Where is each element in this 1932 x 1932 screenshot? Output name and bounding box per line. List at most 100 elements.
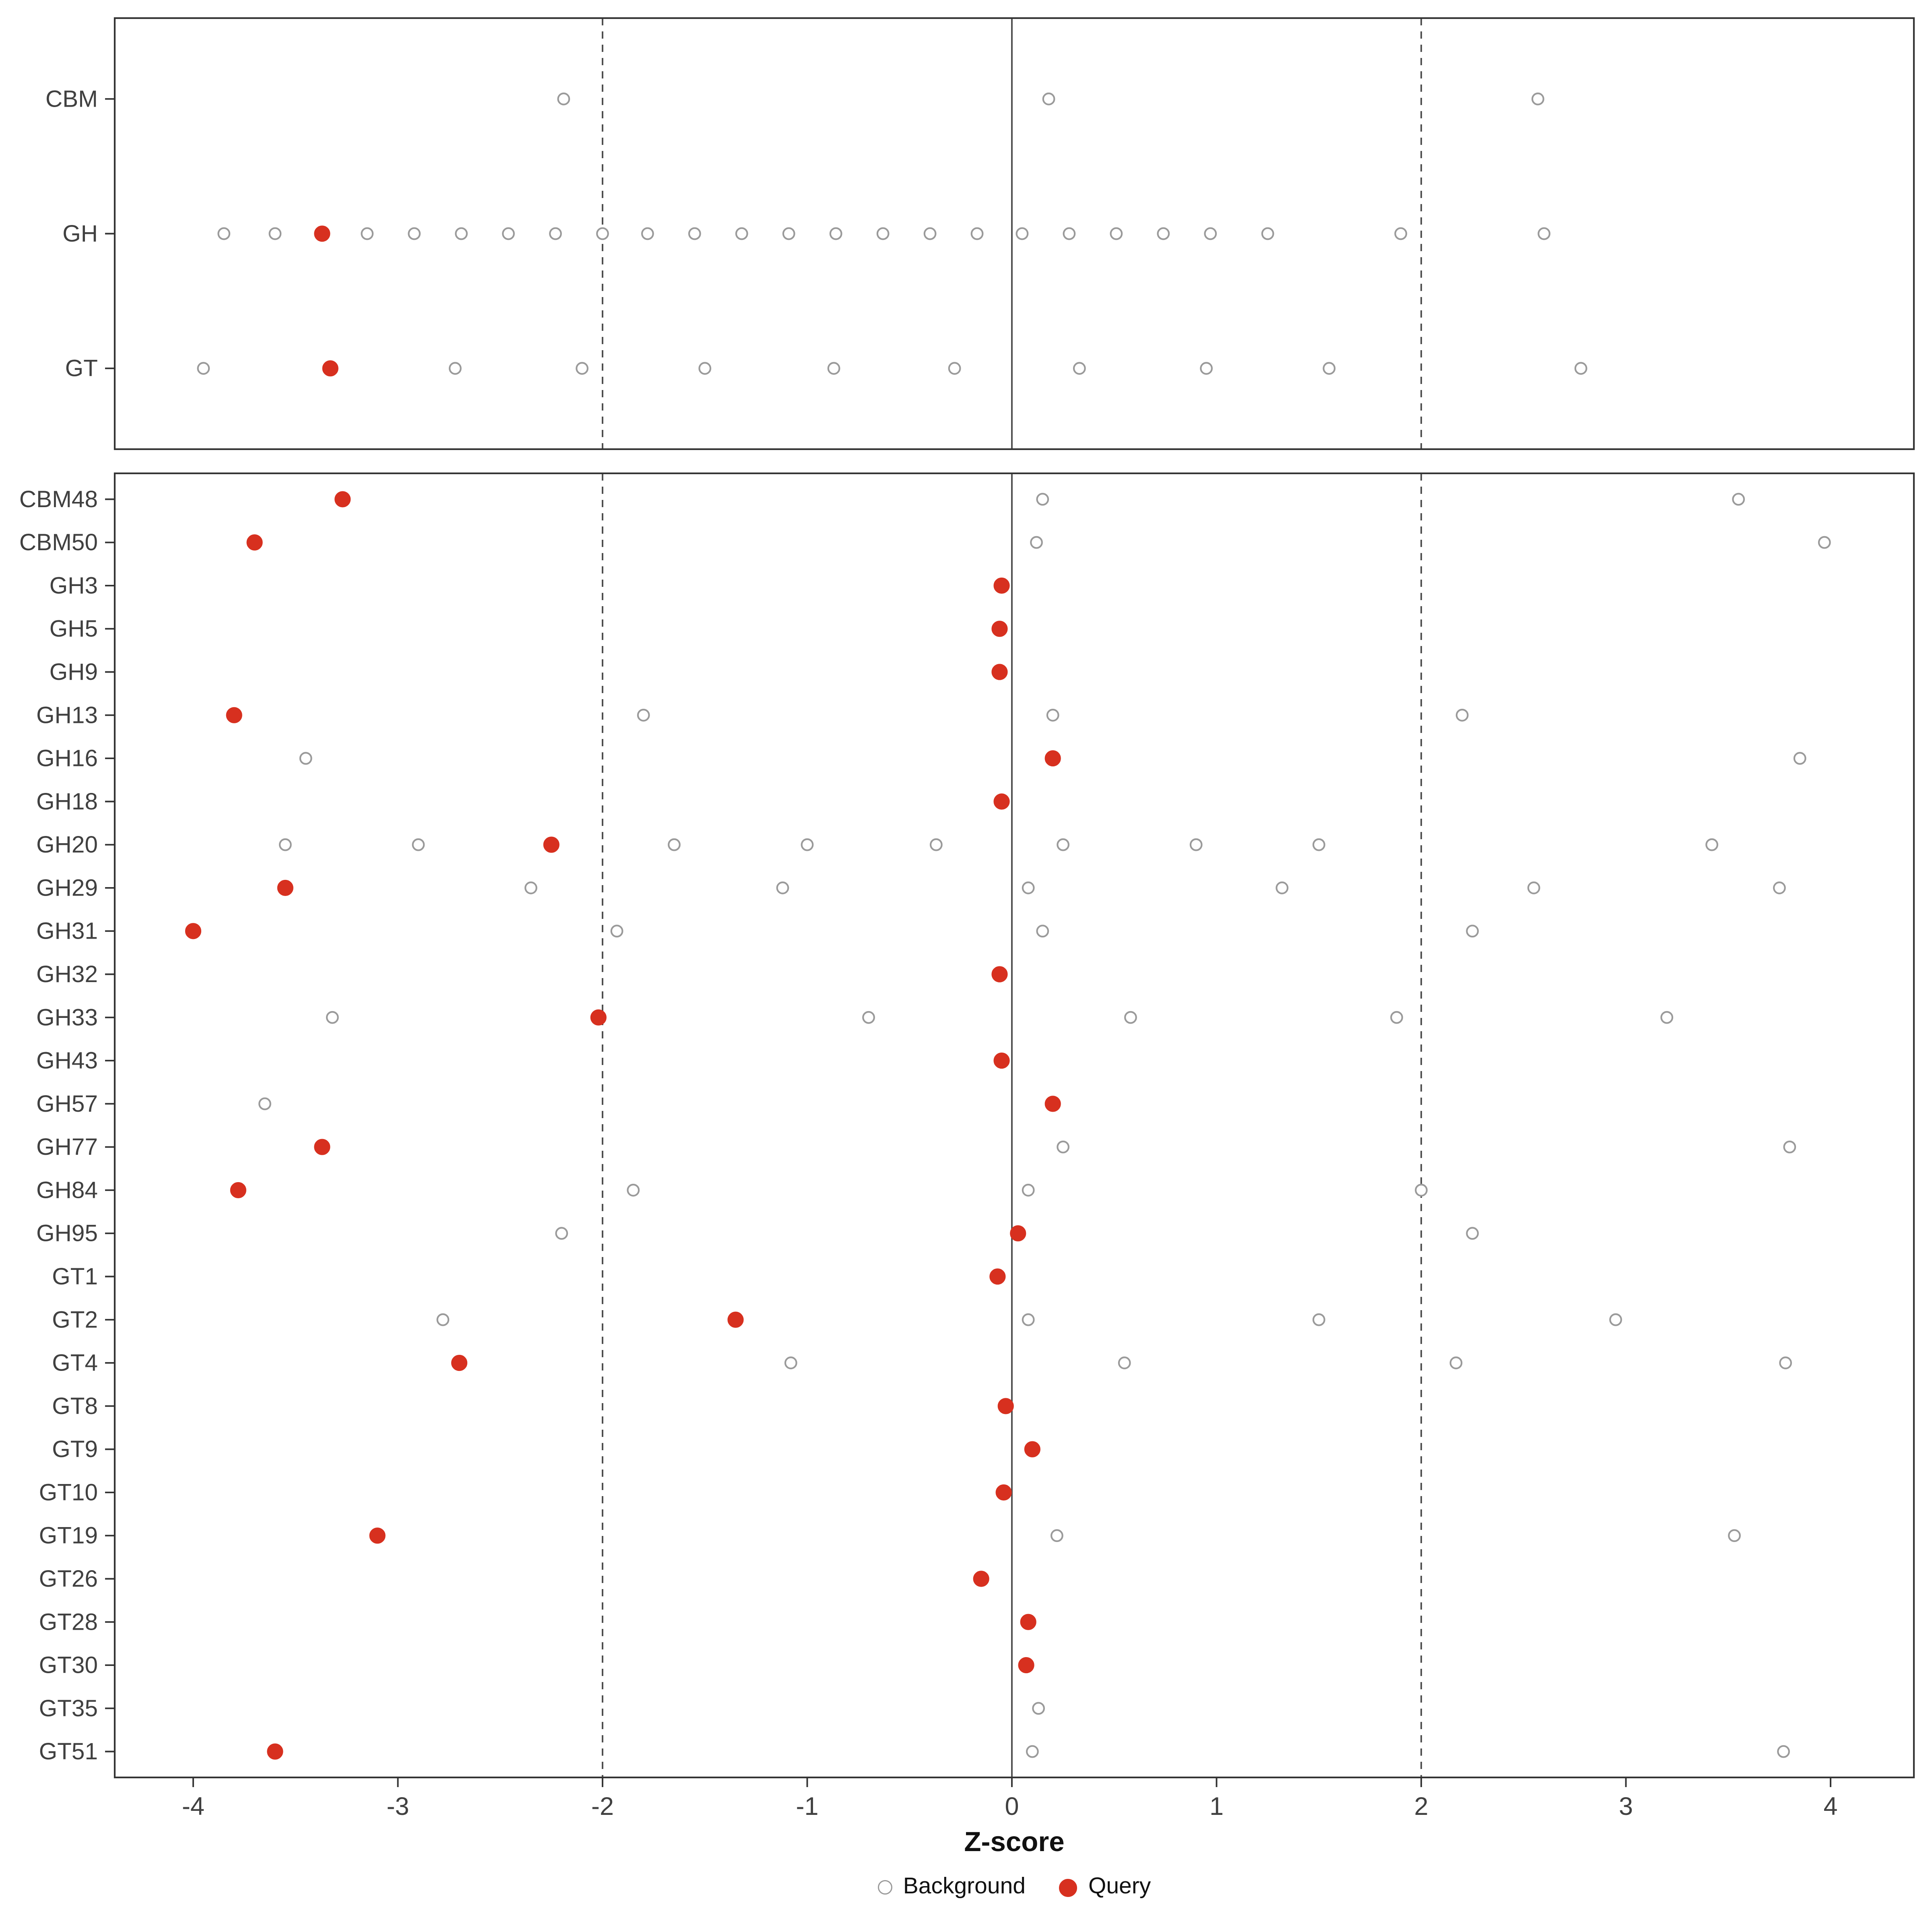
- row-label-GT8: GT8: [52, 1393, 98, 1419]
- query-point: [1044, 750, 1061, 767]
- row-label-GH13: GH13: [36, 702, 98, 728]
- x-axis-title: Z-score: [964, 1826, 1065, 1857]
- x-tick-label: -1: [796, 1792, 818, 1821]
- background-point: [1818, 536, 1831, 549]
- background-point: [448, 362, 462, 375]
- background-point: [1312, 838, 1325, 851]
- query-point: [590, 1009, 607, 1026]
- panel-families: CBM48 CBM50 GH3 GH5 GH9 GH13 GH16 GH18 GH20 GH29 G…: [19, 472, 1915, 1779]
- background-point: [408, 227, 421, 240]
- background-point: [1189, 838, 1203, 851]
- panel-border: [114, 17, 1915, 450]
- background-point: [1793, 752, 1806, 765]
- row-label-GH32: GH32: [36, 961, 98, 987]
- legend-label-background: Background: [903, 1874, 1026, 1899]
- query-point: [277, 879, 293, 896]
- row-label-GH9: GH9: [50, 659, 98, 685]
- row-label-GT4: GT4: [52, 1350, 98, 1376]
- x-tick-label: 2: [1414, 1792, 1428, 1821]
- x-tick-label: 1: [1210, 1792, 1224, 1821]
- row-label-GT19: GT19: [39, 1523, 98, 1549]
- background-point: [524, 881, 537, 894]
- background-point: [555, 1227, 568, 1240]
- query-point: [369, 1527, 386, 1544]
- background-point: [326, 1011, 339, 1024]
- background-point: [829, 227, 842, 240]
- query-point: [991, 664, 1008, 680]
- background-point: [1032, 1702, 1045, 1715]
- background-point: [1705, 838, 1718, 851]
- background-point: [1538, 227, 1550, 240]
- background-point: [782, 227, 795, 240]
- x-tick-label: 4: [1823, 1792, 1837, 1821]
- query-point: [246, 534, 263, 551]
- row-label-CBM50: CBM50: [19, 529, 98, 555]
- background-point: [1773, 881, 1786, 894]
- background-point: [862, 1011, 875, 1024]
- background-point: [1026, 1745, 1039, 1758]
- background-point: [1110, 227, 1123, 240]
- background-point: [970, 227, 984, 240]
- row-label-GH77: GH77: [36, 1134, 98, 1160]
- background-point: [268, 227, 282, 240]
- row-label-GT: GT: [65, 355, 98, 382]
- row-label-GT35: GT35: [39, 1695, 98, 1721]
- background-point: [1042, 92, 1055, 105]
- query-point: [226, 707, 242, 723]
- background-point: [1415, 1184, 1428, 1197]
- row-label-GH3: GH3: [50, 572, 98, 599]
- background-point: [1022, 881, 1035, 894]
- background-point: [948, 362, 961, 375]
- query-point: [993, 1052, 1010, 1069]
- query-point: [995, 1484, 1012, 1501]
- background-point: [1200, 362, 1213, 375]
- legend-label-query: Query: [1088, 1874, 1151, 1899]
- row-label-GH84: GH84: [36, 1177, 98, 1203]
- background-point: [698, 362, 712, 375]
- background-point: [1050, 1529, 1063, 1542]
- background-point: [1609, 1313, 1622, 1326]
- query-point: [1020, 1614, 1036, 1630]
- background-point: [784, 1356, 797, 1369]
- background-point: [1777, 1745, 1790, 1758]
- background-point: [929, 838, 943, 851]
- row-label-GT10: GT10: [39, 1479, 98, 1505]
- background-point: [1312, 1313, 1325, 1326]
- background-point: [1022, 1184, 1035, 1197]
- x-tick-label: -3: [386, 1792, 409, 1821]
- row-label-GT26: GT26: [39, 1566, 98, 1592]
- background-point: [412, 838, 425, 851]
- background-point: [436, 1313, 450, 1326]
- background-point: [1046, 708, 1059, 722]
- query-point: [322, 360, 339, 377]
- query-point: [543, 836, 559, 853]
- background-point: [258, 1097, 271, 1110]
- background-point: [197, 362, 210, 375]
- row-label-GH18: GH18: [36, 788, 98, 815]
- query-point: [993, 793, 1010, 810]
- background-point: [1449, 1356, 1463, 1369]
- background-point: [1728, 1529, 1741, 1542]
- background-point: [1390, 1011, 1403, 1024]
- row-label-GT1: GT1: [52, 1263, 98, 1290]
- background-point: [923, 227, 937, 240]
- query-point: [314, 225, 330, 242]
- background-point: [1323, 362, 1336, 375]
- query-point: [989, 1268, 1006, 1285]
- row-label-GT9: GT9: [52, 1436, 98, 1462]
- query-point: [267, 1743, 283, 1760]
- background-point: [735, 227, 748, 240]
- background-point: [641, 227, 654, 240]
- background-point: [610, 925, 623, 938]
- background-point: [1057, 838, 1070, 851]
- query-point: [1010, 1225, 1026, 1242]
- background-point: [549, 227, 562, 240]
- background-point: [279, 838, 292, 851]
- background-point: [1783, 1140, 1796, 1154]
- background-point: [1030, 536, 1043, 549]
- background-point: [1466, 925, 1479, 938]
- row-label-CBM48: CBM48: [19, 486, 98, 512]
- row-label-GT2: GT2: [52, 1307, 98, 1333]
- row-label-GH43: GH43: [36, 1048, 98, 1074]
